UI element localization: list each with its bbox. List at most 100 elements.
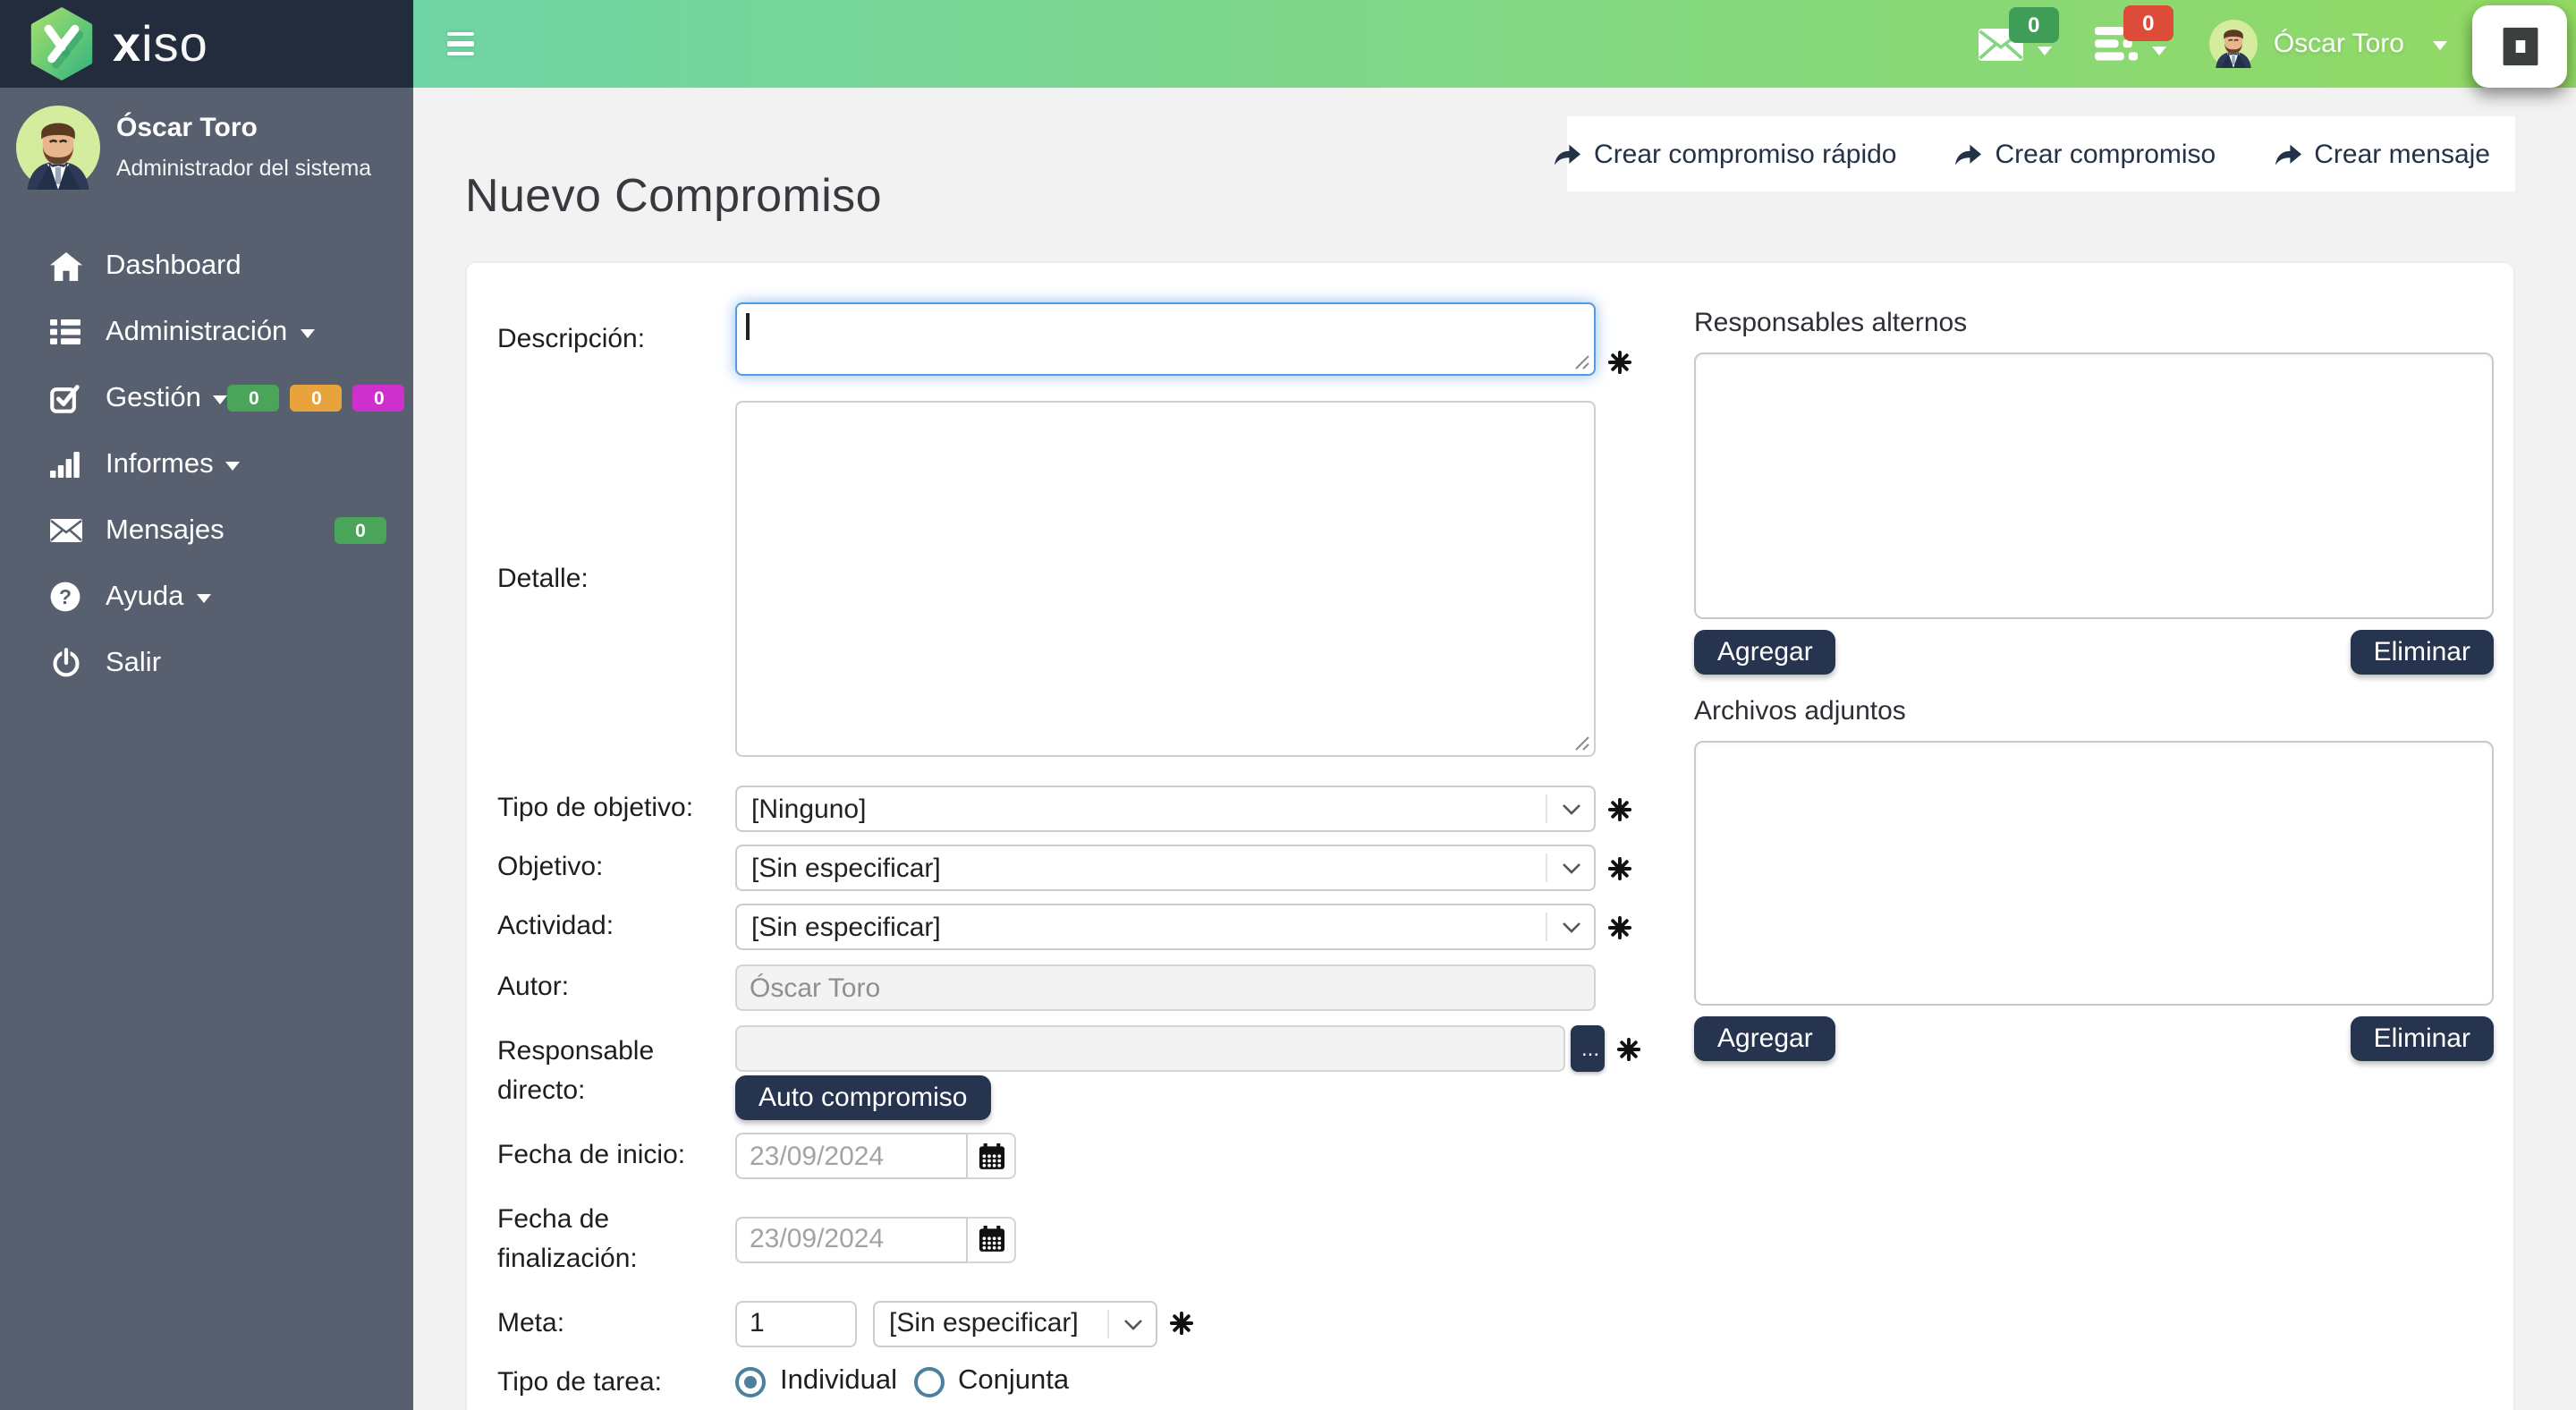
required-asterisk-icon <box>1170 1312 1193 1335</box>
gestion-badges: 0 0 0 <box>227 385 405 412</box>
sidebar-item-informes[interactable]: Informes <box>0 431 413 497</box>
detalle-textarea[interactable] <box>735 401 1596 757</box>
resize-grip-icon[interactable] <box>1574 735 1590 752</box>
chevron-down-icon <box>300 329 315 338</box>
label-line: directo: <box>497 1074 586 1106</box>
select-value: [Sin especificar] <box>889 1308 1079 1338</box>
alternos-agregar-button[interactable]: Agregar <box>1694 630 1836 675</box>
resize-grip-icon[interactable] <box>1574 354 1590 370</box>
label-line: finalización: <box>497 1243 638 1274</box>
sidebar-item-label: Salir <box>106 647 162 677</box>
meta-select[interactable]: [Sin especificar] <box>873 1300 1157 1346</box>
home-icon <box>48 251 82 280</box>
required-asterisk-icon <box>1617 1037 1640 1060</box>
sidebar-item-mensajes[interactable]: Mensajes 0 <box>0 497 413 564</box>
tasks-menu[interactable]: 0 <box>2094 5 2174 61</box>
sidebar-item-gestion[interactable]: Gestión 0 0 0 <box>0 365 413 431</box>
text-cursor <box>746 313 750 340</box>
calendar-icon <box>978 1142 1004 1168</box>
sidebar-item-dashboard[interactable]: Dashboard <box>0 233 413 299</box>
meta-input[interactable] <box>735 1300 857 1346</box>
user-avatar <box>16 106 100 190</box>
menu-toggle-button[interactable] <box>447 31 474 56</box>
user-avatar <box>2209 20 2258 68</box>
browser-extension-icon[interactable] <box>2472 5 2567 88</box>
adjuntos-agregar-button[interactable]: Agregar <box>1694 1016 1836 1061</box>
radio-conjunta[interactable] <box>913 1366 944 1397</box>
calendar-button[interactable] <box>968 1133 1016 1179</box>
chevron-down-icon <box>196 594 211 603</box>
right-column: Responsables alternos Agregar Eliminar A… <box>1694 308 2494 1061</box>
tipo-tarea-label: Tipo de tarea: <box>497 1366 662 1397</box>
power-icon <box>48 648 82 678</box>
actividad-label: Actividad: <box>497 911 614 942</box>
radio-individual-label: Individual <box>780 1365 897 1397</box>
sidebar-item-label: Ayuda <box>106 581 184 611</box>
question-circle-icon: ? <box>48 582 82 612</box>
chevron-down-icon <box>2433 41 2447 50</box>
share-arrow-icon <box>1955 143 1982 165</box>
responsable-directo-group: ... Auto compromiso <box>735 1025 1640 1120</box>
auto-compromiso-button[interactable]: Auto compromiso <box>735 1075 991 1120</box>
check-square-icon <box>48 383 82 413</box>
chevron-down-icon <box>1124 1319 1142 1329</box>
badge-count-green: 0 <box>335 517 386 544</box>
crear-mensaje-link[interactable]: Crear mensaje <box>2273 139 2490 169</box>
form-card: Descripción: Detalle: Tipo de objetivo: <box>465 261 2515 1410</box>
sidebar-item-label: Mensajes <box>106 514 225 545</box>
chevron-down-icon <box>213 395 228 404</box>
badge-count-green: 0 <box>227 385 280 412</box>
label-line: Responsable <box>497 1036 655 1066</box>
list-icon <box>48 319 82 345</box>
main-content: Nuevo Compromiso Crear compromiso rápido… <box>413 88 2576 1410</box>
calendar-icon <box>978 1226 1004 1253</box>
descripcion-textarea[interactable] <box>735 302 1596 376</box>
fecha-inicio-label: Fecha de inicio: <box>497 1140 686 1171</box>
action-bar: Crear compromiso rápido Crear compromiso… <box>1554 116 2515 191</box>
badge-count-orange: 0 <box>290 385 343 412</box>
select-value: [Ninguno] <box>751 794 867 824</box>
app-logo[interactable]: xiso <box>0 0 413 88</box>
sidebar-item-label: Dashboard <box>106 250 242 280</box>
sidebar-item-salir[interactable]: Salir <box>0 630 413 696</box>
tasks-badge: 0 <box>2123 5 2174 41</box>
actividad-select[interactable]: [Sin especificar] <box>735 904 1596 950</box>
chevron-down-icon <box>2151 47 2166 55</box>
topbar: 0 0 Óscar Toro <box>413 0 2576 88</box>
brand-hexagon-icon <box>29 7 95 81</box>
responsable-directo-label: Responsable directo: <box>497 1025 735 1110</box>
share-arrow-icon <box>2275 143 2301 165</box>
sidebar-item-ayuda[interactable]: ? Ayuda <box>0 564 413 630</box>
responsables-alternos-title: Responsables alternos <box>1694 308 1968 338</box>
alternos-eliminar-button[interactable]: Eliminar <box>2350 630 2494 675</box>
descripcion-label: Descripción: <box>497 323 646 354</box>
autor-label: Autor: <box>497 972 570 1003</box>
sidebar-item-administracion[interactable]: Administración <box>0 299 413 365</box>
crear-compromiso-rapido-link[interactable]: Crear compromiso rápido <box>1553 139 1897 169</box>
objetivo-select[interactable]: [Sin especificar] <box>735 845 1596 891</box>
tipo-objetivo-select[interactable]: [Ninguno] <box>735 786 1596 832</box>
chevron-down-icon <box>1563 804 1580 815</box>
calendar-button[interactable] <box>968 1216 1016 1263</box>
responsables-alternos-listbox[interactable] <box>1694 352 2494 619</box>
required-asterisk-icon <box>1608 797 1631 820</box>
responsable-browse-button[interactable]: ... <box>1571 1025 1605 1072</box>
archivos-adjuntos-listbox[interactable] <box>1694 741 2494 1006</box>
messages-menu[interactable]: 0 <box>1978 6 2059 60</box>
action-label: Crear compromiso <box>1995 139 2216 169</box>
action-label: Crear mensaje <box>2314 139 2490 169</box>
svg-text:?: ? <box>59 585 72 608</box>
crear-compromiso-link[interactable]: Crear compromiso <box>1954 139 2216 169</box>
sidebar-item-label: Informes <box>106 448 214 479</box>
radio-individual[interactable] <box>735 1366 766 1397</box>
bar-chart-icon <box>48 451 82 478</box>
select-value: [Sin especificar] <box>751 853 941 883</box>
adjuntos-eliminar-button[interactable]: Eliminar <box>2350 1016 2494 1061</box>
user-name: Óscar Toro <box>116 113 258 143</box>
responsable-directo-input <box>735 1025 1565 1072</box>
page-title: Nuevo Compromiso <box>465 168 882 223</box>
required-asterisk-icon <box>1608 915 1631 939</box>
sidebar-user-panel: Óscar Toro Administrador del sistema <box>0 88 413 211</box>
sidebar: xiso Óscar Toro Administrador del sistem… <box>0 0 413 1410</box>
user-menu[interactable]: Óscar Toro <box>2209 20 2447 68</box>
